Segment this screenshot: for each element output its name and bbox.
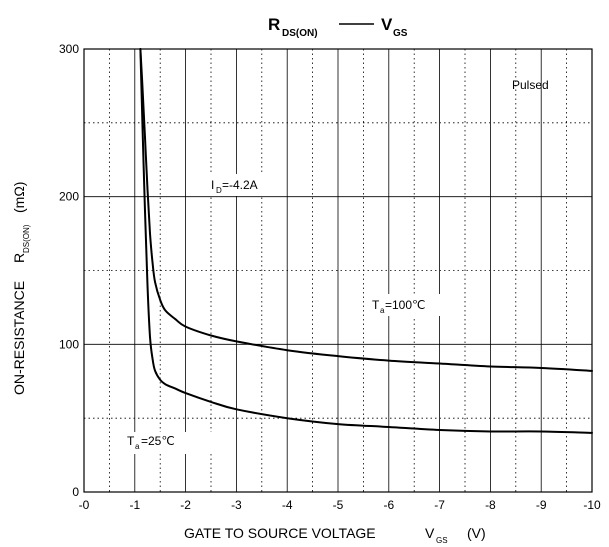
x-tick-label: -9	[536, 498, 547, 512]
y-axis-unit: (mΩ)	[11, 182, 27, 213]
series-group	[139, 48, 593, 434]
id-label-bg	[207, 174, 275, 196]
chart-title: R DS(ON) V GS	[268, 15, 408, 39]
y-axis-var-sub: DS(ON)	[22, 224, 31, 253]
title-r-main: R	[268, 15, 280, 34]
x-axis-label: GATE TO SOURCE VOLTAGE V GS (V)	[184, 525, 486, 545]
title-r-sub: DS(ON)	[282, 28, 318, 39]
ta-cold-sub: a	[135, 442, 140, 451]
annotation-pulsed: Pulsed	[512, 78, 549, 92]
x-axis-var-main: V	[425, 525, 435, 541]
x-tick-label: -7	[434, 498, 445, 512]
title-v-sub: GS	[393, 28, 408, 39]
ta-hot-main: T	[372, 298, 380, 312]
grid	[84, 49, 592, 492]
x-tick-label: -1	[129, 498, 140, 512]
ta-cold-value: =25℃	[141, 434, 175, 448]
y-tick-label: 200	[59, 190, 79, 204]
y-tick-label: 0	[72, 485, 79, 499]
ta-hot-value: =100℃	[385, 298, 426, 312]
id-value: =-4.2A	[222, 178, 258, 192]
x-tick-labels: -0 -1 -2 -3 -4 -5 -6 -7 -8 -9 -10	[79, 498, 601, 512]
ta-cold-bg	[124, 432, 214, 454]
y-tick-labels: 0 100 200 300	[59, 42, 79, 499]
id-sub: D	[216, 186, 222, 195]
x-tick-label: -0	[79, 498, 90, 512]
annotation-id: I D =-4.2A	[207, 174, 275, 196]
x-tick-label: -6	[383, 498, 394, 512]
id-main: I	[211, 178, 214, 192]
x-axis-title: GATE TO SOURCE VOLTAGE	[184, 525, 376, 541]
plot-frame	[83, 48, 593, 493]
x-tick-label: -4	[282, 498, 293, 512]
title-v-main: V	[381, 15, 393, 34]
x-tick-label: -8	[485, 498, 496, 512]
x-tick-label: -10	[583, 498, 601, 512]
y-axis-var-main: R	[11, 253, 27, 263]
y-axis-title: ON-RESISTANCE	[11, 281, 27, 395]
ta-hot-sub: a	[380, 306, 385, 315]
y-tick-label: 100	[59, 337, 79, 351]
x-axis-var-sub: GS	[436, 536, 448, 545]
annotation-ta-25: T a =25℃	[124, 432, 214, 454]
y-tick-label: 300	[59, 42, 79, 56]
x-tick-label: -5	[333, 498, 344, 512]
plot-area	[83, 48, 593, 493]
ta-cold-main: T	[127, 434, 135, 448]
x-tick-label: -2	[180, 498, 191, 512]
ta-hot-bg	[368, 294, 452, 316]
y-axis-label: ON-RESISTANCE R DS(ON) (mΩ)	[11, 182, 31, 395]
series-line-ta-100	[139, 48, 593, 372]
annotation-ta-100: T a =100℃	[368, 294, 452, 316]
series-line-ta-25	[139, 48, 593, 434]
x-axis-unit: (V)	[467, 525, 486, 541]
pulsed-label: Pulsed	[512, 78, 549, 92]
x-tick-label: -3	[231, 498, 242, 512]
